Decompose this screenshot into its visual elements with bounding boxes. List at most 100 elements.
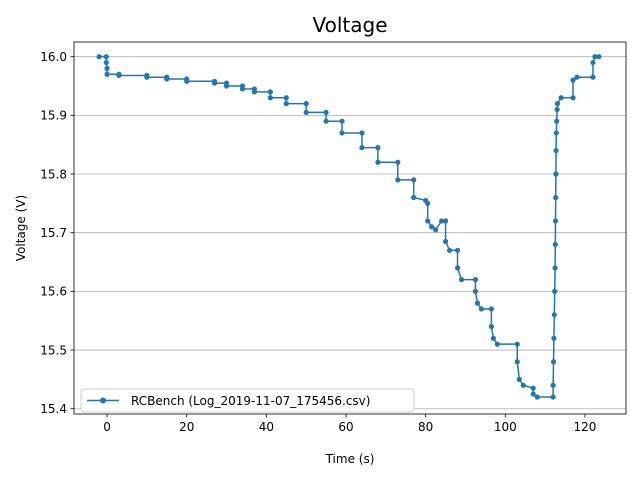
data-point bbox=[339, 130, 345, 136]
data-point bbox=[514, 341, 520, 347]
data-point bbox=[530, 385, 536, 391]
data-point bbox=[550, 382, 556, 388]
data-point bbox=[411, 194, 417, 201]
x-axis-label: Time (s) bbox=[325, 452, 375, 466]
data-point bbox=[458, 277, 465, 283]
data-point bbox=[283, 101, 289, 107]
x-tick-label: 0 bbox=[103, 420, 111, 434]
data-point bbox=[359, 130, 365, 136]
data-point bbox=[550, 359, 557, 365]
data-point bbox=[103, 59, 109, 66]
data-point bbox=[303, 101, 309, 107]
x-tick-label: 20 bbox=[179, 420, 194, 434]
data-point bbox=[251, 89, 258, 95]
y-axis-ticks: 15.4 15.5 15.6 15.7 15.8 15.9 16.0 bbox=[40, 50, 74, 416]
data-point bbox=[454, 265, 461, 271]
y-tick-label: 15.7 bbox=[40, 226, 67, 240]
data-point bbox=[144, 74, 150, 80]
data-point bbox=[553, 171, 559, 177]
y-tick-label: 15.4 bbox=[40, 402, 67, 416]
plot-area: 0 20 40 60 80 100 120 15.4 15.5 15.6 15.7 15.8 15.9… bbox=[40, 41, 627, 434]
data-point bbox=[116, 72, 122, 79]
data-point bbox=[552, 288, 558, 294]
y-tick-label: 15.5 bbox=[40, 343, 67, 357]
x-axis-ticks: 0 20 40 60 80 100 120 bbox=[103, 414, 596, 434]
legend-label: RCBench (Log_2019-11-07_175456.csv) bbox=[131, 394, 370, 408]
data-point bbox=[570, 95, 576, 101]
chart-title: Voltage bbox=[312, 13, 387, 37]
data-point bbox=[554, 101, 561, 107]
y-axis-label: Voltage (V) bbox=[14, 195, 28, 261]
data-point bbox=[514, 359, 520, 365]
data-point bbox=[164, 76, 170, 82]
data-point bbox=[439, 218, 445, 224]
data-point bbox=[488, 323, 494, 330]
data-point bbox=[550, 394, 556, 400]
series-layer bbox=[96, 54, 602, 400]
data-point bbox=[494, 341, 500, 347]
data-point bbox=[104, 65, 110, 71]
x-tick-label: 60 bbox=[338, 420, 353, 434]
axes-background bbox=[74, 42, 626, 414]
data-point bbox=[454, 247, 461, 253]
data-point bbox=[223, 83, 230, 89]
data-point bbox=[395, 159, 401, 165]
x-tick-label: 80 bbox=[418, 420, 433, 434]
data-point bbox=[534, 394, 540, 400]
data-point bbox=[552, 241, 558, 248]
y-tick-label: 15.6 bbox=[40, 285, 67, 299]
data-point bbox=[395, 177, 401, 183]
data-point bbox=[596, 54, 602, 60]
data-point bbox=[554, 118, 560, 124]
data-point bbox=[303, 109, 309, 116]
data-point bbox=[267, 89, 273, 95]
data-point bbox=[554, 106, 560, 113]
data-point bbox=[592, 54, 598, 60]
data-point bbox=[323, 118, 329, 124]
x-tick-label: 120 bbox=[574, 420, 597, 434]
y-tick-label: 15.9 bbox=[40, 109, 67, 123]
data-point bbox=[359, 145, 365, 151]
data-point bbox=[472, 277, 479, 283]
y-tick-label: 15.8 bbox=[40, 167, 67, 181]
data-point bbox=[375, 145, 381, 151]
data-point bbox=[553, 130, 559, 136]
axes-frame bbox=[73, 41, 627, 415]
data-point bbox=[558, 95, 564, 101]
data-point bbox=[339, 118, 345, 124]
data-point bbox=[520, 382, 526, 388]
data-point bbox=[425, 218, 431, 224]
data-point bbox=[553, 147, 559, 154]
data-point bbox=[283, 95, 289, 101]
data-point bbox=[574, 74, 580, 80]
data-point bbox=[103, 54, 109, 60]
x-tick-label: 100 bbox=[494, 420, 517, 434]
data-point bbox=[553, 194, 559, 201]
data-point bbox=[184, 78, 190, 84]
legend-box bbox=[80, 388, 415, 413]
data-point bbox=[433, 227, 439, 233]
data-point bbox=[323, 109, 329, 116]
data-point bbox=[446, 247, 453, 253]
data-point bbox=[590, 59, 596, 66]
legend-marker-swatch bbox=[100, 397, 106, 404]
data-point bbox=[478, 306, 485, 312]
data-point bbox=[490, 335, 496, 341]
legend: RCBench (Log_2019-11-07_175456.csv) bbox=[80, 388, 415, 413]
data-point bbox=[552, 265, 558, 271]
data-point bbox=[551, 335, 557, 341]
y-tick-label: 16.0 bbox=[40, 50, 67, 64]
data-point bbox=[474, 300, 481, 306]
data-point bbox=[267, 95, 273, 101]
data-point bbox=[590, 74, 596, 80]
data-point bbox=[552, 218, 559, 224]
x-tick-label: 40 bbox=[259, 420, 274, 434]
data-point bbox=[488, 306, 494, 312]
data-point bbox=[442, 238, 449, 245]
data-point bbox=[411, 177, 417, 183]
data-point bbox=[104, 71, 110, 77]
data-point bbox=[239, 86, 246, 92]
data-point bbox=[425, 200, 431, 206]
data-point bbox=[442, 218, 449, 224]
